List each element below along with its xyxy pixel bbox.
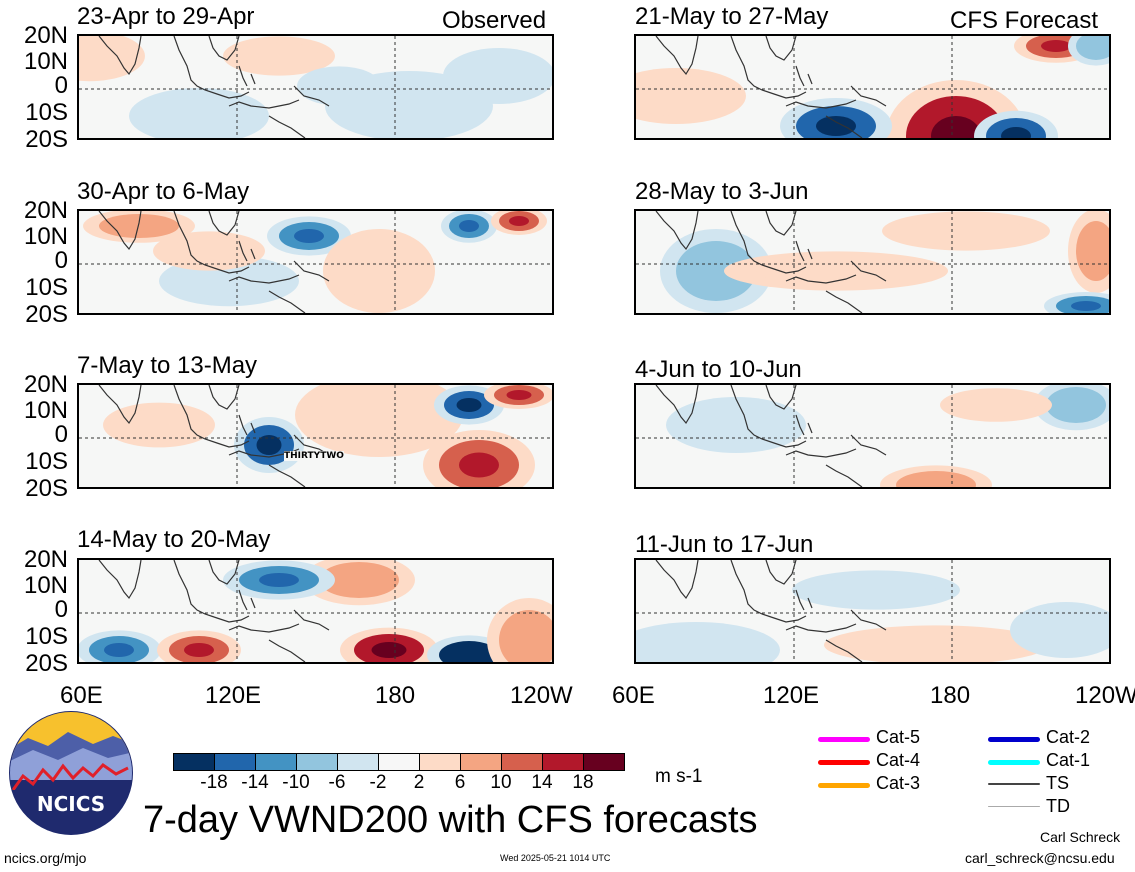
wind-field [79, 36, 552, 138]
wind-field [79, 560, 552, 662]
lon-label-120e-left: 120E [205, 682, 262, 709]
map-panel-observed-4 [77, 558, 554, 664]
colorbar-tick-label: -10 [282, 772, 310, 793]
lat-label: 20N [23, 546, 68, 573]
lat-label: 10S [25, 448, 68, 475]
colorbar-cell [255, 753, 297, 771]
colorbar-tick-label: 14 [531, 772, 553, 793]
legend-swatch [988, 760, 1040, 765]
panel-title-fcst-2: 28-May to 3-Jun [635, 178, 809, 205]
wind-field [636, 211, 1109, 313]
wind-field [636, 36, 1109, 138]
map-panel-forecast-4 [634, 558, 1111, 664]
colorbar-cell [542, 753, 584, 771]
colorbar-tick-label: 2 [413, 772, 425, 793]
lon-label-60e-left: 60E [60, 682, 103, 709]
panel-title-fcst-4: 11-Jun to 17-Jun [635, 531, 814, 558]
wind-field [636, 385, 1109, 487]
lat-label: 0 [54, 421, 68, 448]
legend-swatch [988, 737, 1040, 742]
lon-label-120w-left: 120W [510, 682, 573, 709]
lat-label: 20S [25, 650, 68, 677]
wind-field [79, 385, 552, 487]
lat-label: 20S [25, 301, 68, 328]
legend-label: Cat-3 [876, 773, 921, 793]
colorbar-cell [583, 753, 625, 771]
lat-label: 10S [25, 274, 68, 301]
legend-label: Cat-5 [876, 727, 921, 747]
footer-author: Carl Schreck [1040, 829, 1121, 845]
map-panel-forecast-1 [634, 34, 1111, 140]
wind-field [79, 211, 552, 313]
legend-swatch [818, 737, 870, 742]
observed-header: Observed [442, 7, 547, 34]
colorbar-cell [296, 753, 338, 771]
panel-title-obs-3: 7-May to 13-May [77, 352, 258, 379]
map-panel-observed-2 [77, 209, 554, 315]
colorbar-cell [419, 753, 461, 771]
lat-label: 10N [23, 397, 68, 424]
lat-label: 10S [25, 99, 68, 126]
legend-label: Cat-1 [1046, 750, 1091, 770]
colorbar-tick-label: 18 [572, 772, 594, 793]
colorbar-tick-label: -6 [328, 772, 346, 793]
legend-swatch [818, 783, 870, 788]
lon-label-180-left: 180 [375, 682, 416, 709]
legend-label: TS [1046, 773, 1070, 793]
storm-label: THIRTYTWO [284, 451, 344, 461]
forecast-header: CFS Forecast [950, 7, 1099, 34]
colorbar-tick-label: 6 [454, 772, 466, 793]
lat-label: 10N [23, 572, 68, 599]
lat-label: 20N [23, 371, 68, 398]
colorbar-tick-label: -18 [200, 772, 228, 793]
legend-label: TD [1046, 796, 1070, 816]
lat-label: 20S [25, 475, 68, 502]
panel-title-fcst-1: 21-May to 27-May [635, 3, 829, 30]
lat-label: 10N [23, 48, 68, 75]
map-panel-observed-3: THIRTYTWO [77, 383, 554, 489]
lat-label: 10N [23, 223, 68, 250]
colorbar-tick-label: -14 [241, 772, 269, 793]
map-panel-forecast-2 [634, 209, 1111, 315]
lat-label: 0 [54, 72, 68, 99]
lat-label: 20N [23, 22, 68, 49]
legend-label: Cat-4 [876, 750, 921, 770]
lat-label: 20S [25, 126, 68, 153]
lon-label-120w-right: 120W [1075, 684, 1135, 708]
panel-title-fcst-3: 4-Jun to 10-Jun [635, 356, 802, 383]
panel-title-obs-1: 23-Apr to 29-Apr [77, 3, 255, 30]
logo-text: NCICS [37, 792, 105, 816]
colorbar-tick-label: -2 [369, 772, 387, 793]
footer-timestamp: Wed 2025-05-21 1014 UTC [500, 853, 611, 863]
lat-label: 20N [23, 197, 68, 224]
wind-field [636, 560, 1109, 662]
legend-swatch [818, 760, 870, 765]
ncics-logo: NCICS [8, 710, 134, 836]
lon-label-60e-right: 60E [612, 682, 655, 709]
footer-email[interactable]: carl_schreck@ncsu.edu [965, 850, 1115, 866]
legend-swatch [988, 783, 1040, 785]
colorbar-units: m s-1 [655, 766, 703, 787]
legend-label: Cat-2 [1046, 727, 1091, 747]
lat-label: 0 [54, 596, 68, 623]
footer-url[interactable]: ncics.org/mjo [4, 850, 87, 866]
colorbar-tick-label: 10 [490, 772, 512, 793]
legend-swatch [988, 806, 1040, 807]
colorbar-cell [214, 753, 256, 771]
main-title: 7-day VWND200 with CFS forecasts [143, 799, 758, 841]
colorbar-cell [378, 753, 420, 771]
panel-title-obs-4: 14-May to 20-May [77, 526, 271, 553]
lat-label: 10S [25, 623, 68, 650]
colorbar-cell [173, 753, 215, 771]
colorbar-cell [460, 753, 502, 771]
lat-label: 0 [54, 247, 68, 274]
map-panel-observed-1 [77, 34, 554, 140]
map-panel-forecast-3 [634, 383, 1111, 489]
lon-label-120e-right: 120E [763, 682, 820, 709]
colorbar-cell [337, 753, 379, 771]
lon-label-180-right: 180 [930, 682, 971, 709]
colorbar-cell [501, 753, 543, 771]
panel-title-obs-2: 30-Apr to 6-May [77, 178, 250, 205]
